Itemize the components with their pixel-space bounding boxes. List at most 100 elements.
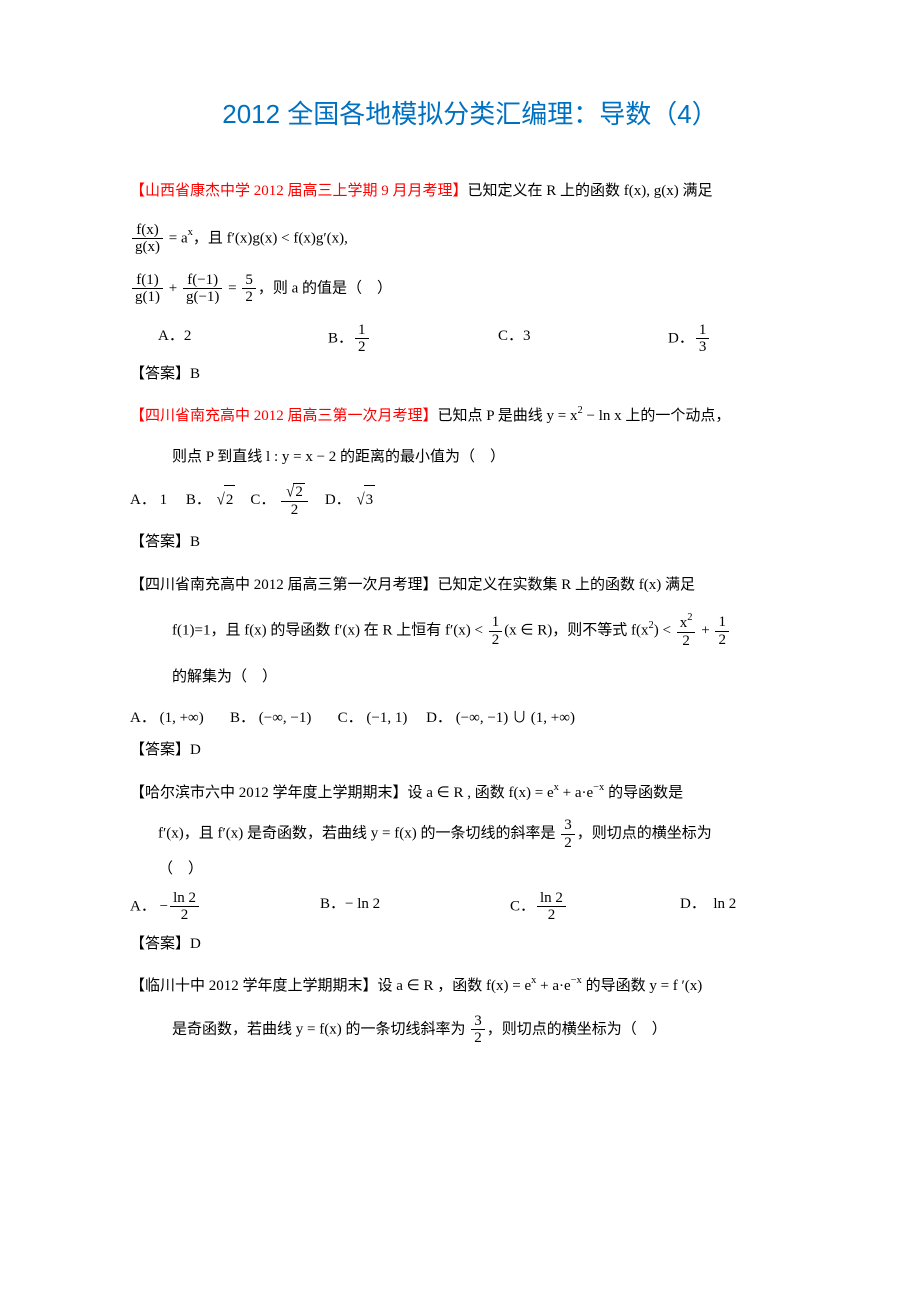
p4-stem-line1: 【哈尔滨市六中 2012 学年度上学期期末】设 a ∈ R , 函数 f(x) … bbox=[130, 779, 810, 808]
p1-source: 【山西省康杰中学 2012 届高三上学期 9 月月考理】 bbox=[130, 183, 468, 199]
problem-5: 【临川十中 2012 学年度上学期期末】设 a ∈ R ，函数 f(x) = e… bbox=[130, 972, 810, 1047]
p4-opt-a: A． −ln 22 bbox=[130, 890, 320, 924]
p1-a-label: A． bbox=[158, 328, 184, 344]
p3-f3-den: 2 bbox=[715, 632, 729, 649]
p4-d-label: D． bbox=[680, 896, 706, 912]
p1-d-den: 3 bbox=[696, 339, 710, 356]
p5-f-num: 3 bbox=[471, 1013, 485, 1031]
p2-lead-a: 已知点 P 是曲线 y = x bbox=[438, 408, 578, 424]
p1-opt-b: B．12 bbox=[328, 322, 498, 356]
p1-plus: + bbox=[165, 280, 181, 296]
p3-stem-line2: f(1)=1，且 f(x) 的导函数 f′(x) 在 R 上恒有 f′(x) <… bbox=[130, 613, 810, 649]
p5-s1: x bbox=[531, 975, 536, 986]
p3-f1-num: 1 bbox=[489, 614, 503, 632]
p4-s2: −x bbox=[593, 782, 604, 793]
p4-l2b: ，则切点的横坐标为 bbox=[577, 826, 712, 842]
p3-c-label: C． bbox=[338, 710, 363, 726]
problem-2: 【四川省南充高中 2012 届高三第一次月考理】已知点 P 是曲线 y = x 2… bbox=[130, 402, 810, 557]
p3-l2sup: 2 bbox=[649, 620, 654, 631]
p2-a-val: 1 bbox=[160, 492, 168, 508]
p4-a-label: A． bbox=[130, 898, 156, 914]
p4-a-pre: − bbox=[160, 898, 168, 914]
p1-frac2c: 5 2 bbox=[240, 272, 258, 306]
p1-eq2-mid: = bbox=[224, 280, 240, 296]
p2-d-label: D． bbox=[325, 492, 351, 508]
p2-c-label: C． bbox=[250, 492, 275, 508]
p5-source: 【临川十中 2012 学年度上学期期末】 bbox=[130, 978, 378, 994]
p3-l2a: f(1)=1，且 f(x) 的导函数 f′(x) 在 R 上恒有 f′(x) < bbox=[172, 623, 487, 639]
p4-f: 32 bbox=[559, 817, 577, 851]
p1-frac1: f(x) g(x) bbox=[130, 222, 165, 256]
p3-f2: x22 bbox=[675, 613, 698, 649]
p1-c-label: C． bbox=[498, 328, 523, 344]
problem-3: 【四川省南充高中 2012 届高三第一次月考理】已知定义在实数集 R 上的函数 … bbox=[130, 571, 810, 765]
p1-lead: 已知定义在 R 上的函数 f(x), g(x) 满足 bbox=[468, 183, 713, 199]
p2-stem-line2: 则点 P 到直线 l : y = x − 2 的距离的最小值为（ ） bbox=[130, 443, 810, 472]
p3-options: A． (1, +∞) B． (−∞, −1) C． (−1, 1) D． (−∞… bbox=[130, 704, 810, 733]
p1-frac1-num: f(x) bbox=[132, 222, 163, 240]
p3-l2d: + bbox=[697, 623, 713, 639]
p2-b-rad: 2 bbox=[224, 485, 236, 515]
p3-f3: 12 bbox=[713, 614, 731, 648]
p4-f-num: 3 bbox=[561, 817, 575, 835]
p1-frac2b-num: f(−1) bbox=[183, 272, 222, 290]
p1-d-label: D． bbox=[668, 330, 694, 346]
p3-f2-num-sup: 2 bbox=[687, 612, 692, 623]
p4-c-frac: ln 22 bbox=[535, 890, 568, 924]
p3-f2-den: 2 bbox=[677, 633, 696, 650]
p1-b-frac: 12 bbox=[353, 322, 371, 356]
p4-a-den: 2 bbox=[170, 907, 199, 924]
p1-frac2c-den: 2 bbox=[242, 289, 256, 306]
p2-source: 【四川省南充高中 2012 届高三第一次月考理】 bbox=[130, 408, 438, 424]
p4-la: 设 a ∈ R , 函数 f(x) = e bbox=[408, 785, 554, 801]
p3-lead: 已知定义在实数集 R 上的函数 f(x) 满足 bbox=[438, 577, 696, 593]
p2-lead-b: − ln x 上的一个动点， bbox=[583, 408, 731, 424]
p1-frac2a-num: f(1) bbox=[132, 272, 163, 290]
p2-c-num-rad: 2 bbox=[293, 483, 305, 501]
p3-stem-line3: 的解集为（ ） bbox=[130, 663, 810, 692]
p2-b-label: B． bbox=[186, 492, 211, 508]
p3-d-label: D． bbox=[426, 710, 452, 726]
p1-frac2b: f(−1) g(−1) bbox=[181, 272, 224, 306]
p5-f-den: 2 bbox=[471, 1030, 485, 1047]
p2-c-den: 2 bbox=[281, 502, 308, 519]
p3-a-label: A． bbox=[130, 710, 156, 726]
p4-l2a: f′(x)，且 f′(x) 是奇函数，若曲线 y = f(x) 的一条切线的斜率… bbox=[158, 826, 559, 842]
p5-lc: 的导函数 y = f ′(x) bbox=[582, 978, 702, 994]
p2-stem-line1: 【四川省南充高中 2012 届高三第一次月考理】已知点 P 是曲线 y = x2… bbox=[130, 402, 810, 431]
p3-l2c: ) < bbox=[654, 623, 675, 639]
p4-a-frac: ln 22 bbox=[168, 890, 201, 924]
p1-d-frac: 13 bbox=[694, 322, 712, 356]
p1-frac2a: f(1) g(1) bbox=[130, 272, 165, 306]
p4-lb: + a·e bbox=[559, 785, 593, 801]
p1-options: A．2 B．12 C．3 D．13 bbox=[130, 322, 810, 356]
p1-d-num: 1 bbox=[696, 322, 710, 340]
p4-s1: x bbox=[554, 782, 559, 793]
p3-d-val: (−∞, −1) ∪ (1, +∞) bbox=[456, 710, 575, 726]
p4-opt-d: D． ln 2 bbox=[680, 890, 736, 924]
p1-eq1: f(x) g(x) = ax，且 f′(x)g(x) < f(x)g′(x), bbox=[130, 222, 810, 256]
p4-c-den: 2 bbox=[537, 907, 566, 924]
p1-a-val: 2 bbox=[184, 328, 192, 344]
p3-b-val: (−∞, −1) bbox=[259, 710, 312, 726]
p5-stem-line1: 【临川十中 2012 学年度上学期期末】设 a ∈ R ，函数 f(x) = e… bbox=[130, 972, 810, 1001]
p1-eq2-tail: ，则 a 的值是（ ） bbox=[258, 280, 392, 296]
p3-f2-num: x2 bbox=[677, 613, 696, 633]
p4-stem-line2: f′(x)，且 f′(x) 是奇函数，若曲线 y = f(x) 的一条切线的斜率… bbox=[130, 817, 810, 851]
p1-opt-d: D．13 bbox=[668, 322, 711, 356]
p1-frac1-den: g(x) bbox=[132, 239, 163, 256]
p4-lc: 的导函数是 bbox=[604, 785, 683, 801]
p3-f1: 12 bbox=[487, 614, 505, 648]
p4-a-num: ln 2 bbox=[170, 890, 199, 908]
p1-b-den: 2 bbox=[355, 339, 369, 356]
p5-la: 设 a ∈ R ，函数 f(x) = e bbox=[378, 978, 532, 994]
p1-eq1-mid: = a bbox=[165, 230, 188, 246]
p4-opt-b: B．− ln 2 bbox=[320, 890, 510, 924]
p1-b-num: 1 bbox=[355, 322, 369, 340]
p1-c-val: 3 bbox=[523, 328, 531, 344]
p1-eq1-sup: x bbox=[188, 227, 193, 238]
p4-c-num: ln 2 bbox=[537, 890, 566, 908]
p2-answer: 【答案】B bbox=[130, 528, 810, 557]
p3-stem-line1: 【四川省南充高中 2012 届高三第一次月考理】已知定义在实数集 R 上的函数 … bbox=[130, 571, 810, 600]
p5-l2a: 是奇函数，若曲线 y = f(x) 的一条切线斜率为 bbox=[172, 1021, 469, 1037]
